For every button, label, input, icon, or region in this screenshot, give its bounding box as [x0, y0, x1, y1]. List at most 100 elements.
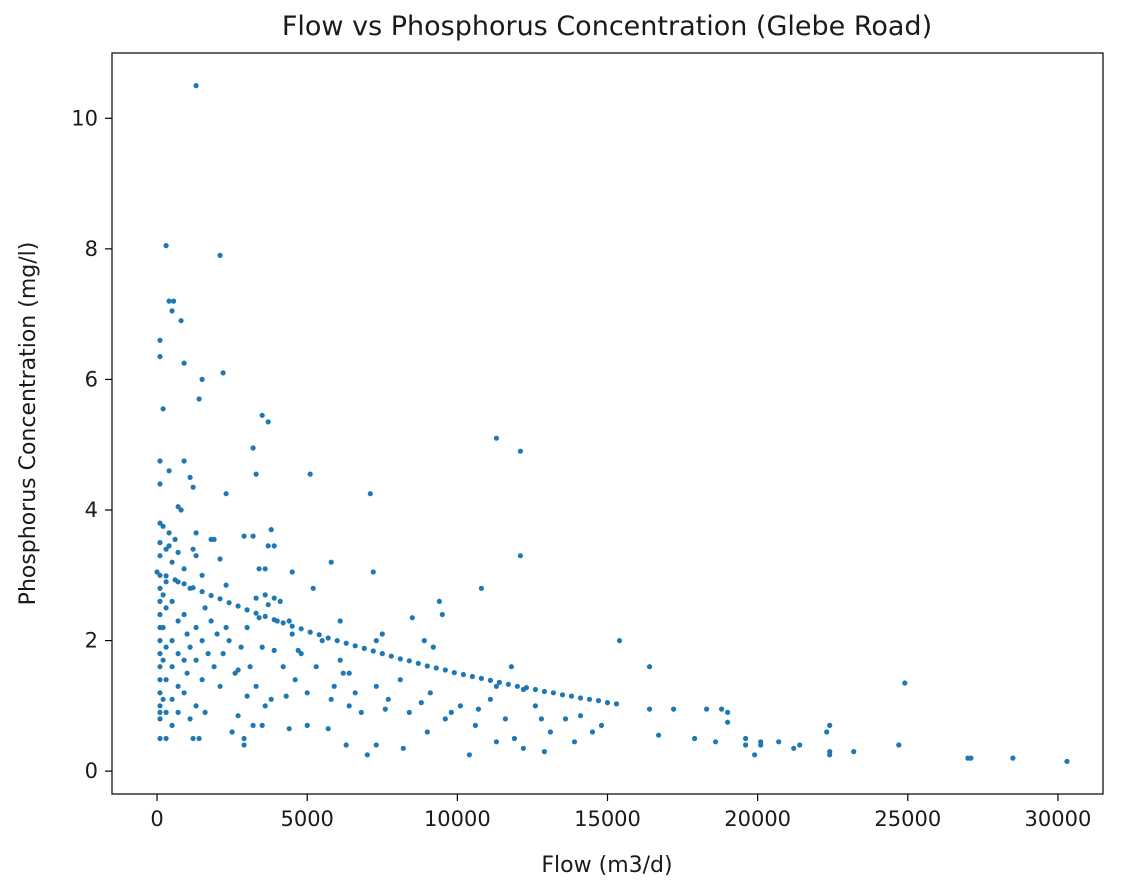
data-point-0-199: [199, 638, 205, 644]
data-point-0-174: [163, 709, 169, 716]
data-point-0-200: [199, 677, 205, 683]
data-point-0-52: [262, 566, 268, 572]
data-point-0-110: [466, 752, 472, 758]
data-point-0-71: [379, 631, 385, 637]
data-point-0-9: [181, 360, 187, 366]
data-point-0-7: [157, 337, 163, 343]
data-point-0-109: [520, 745, 527, 751]
data-point-0-31: [157, 520, 163, 526]
data-point-1-16: [298, 626, 304, 632]
data-point-0-221: [298, 651, 304, 657]
data-point-0-60: [271, 595, 277, 601]
data-point-0-88: [244, 693, 250, 699]
data-point-1-35: [469, 673, 475, 680]
data-point-0-153: [157, 585, 163, 591]
data-point-0-180: [169, 722, 175, 729]
data-point-0-114: [373, 742, 379, 748]
data-point-0-150: [571, 739, 578, 745]
data-point-1-17: [307, 629, 313, 635]
data-point-0-76: [271, 647, 277, 654]
data-point-0-73: [421, 638, 427, 644]
data-point-0-90: [418, 700, 424, 706]
data-point-1-5: [199, 589, 205, 595]
data-point-0-226: [337, 657, 343, 663]
data-point-0-232: [427, 690, 433, 696]
data-point-1-32: [442, 667, 448, 673]
data-point-0-138: [797, 742, 803, 748]
data-point-0-202: [202, 709, 208, 716]
data-point-0-13: [160, 406, 166, 412]
data-point-0-139: [824, 729, 830, 735]
data-point-0-10: [220, 370, 226, 376]
data-point-0-15: [265, 419, 271, 425]
data-point-0-176: [169, 598, 175, 605]
data-point-0-43: [190, 546, 196, 552]
y-tick-label-3: 6: [85, 367, 98, 391]
data-point-0-148: [1064, 758, 1070, 765]
data-point-0-35: [193, 530, 199, 536]
data-point-1-1: [163, 573, 169, 579]
data-point-0-119: [250, 722, 256, 729]
data-point-0-82: [373, 683, 379, 689]
data-point-0-103: [725, 719, 731, 725]
data-point-0-169: [163, 546, 169, 552]
data-point-0-132: [743, 742, 749, 748]
data-point-1-23: [361, 645, 367, 652]
data-point-0-165: [160, 592, 166, 598]
data-point-0-157: [157, 638, 163, 644]
data-point-0-93: [346, 703, 352, 709]
data-point-0-50: [328, 559, 334, 565]
data-point-0-197: [193, 657, 199, 663]
chart-title: Flow vs Phosphorus Concentration (Glebe …: [282, 11, 932, 42]
data-point-0-186: [181, 566, 187, 572]
y-tick-label-0: 0: [85, 759, 98, 783]
data-point-0-158: [157, 651, 163, 657]
data-point-0-131: [743, 735, 749, 742]
data-point-0-28: [223, 491, 229, 497]
data-point-1-7: [217, 596, 223, 602]
data-point-0-21: [166, 468, 172, 474]
data-point-1-45: [559, 692, 566, 698]
data-point-0-20: [157, 458, 163, 464]
data-point-1-38: [496, 679, 502, 686]
data-point-0-44: [265, 543, 271, 549]
data-point-0-33: [268, 527, 274, 533]
data-point-0-29: [175, 504, 181, 510]
data-point-1-31: [433, 665, 439, 671]
data-point-1-36: [478, 675, 484, 682]
data-point-0-19: [181, 458, 187, 464]
data-point-0-102: [725, 709, 731, 716]
data-point-0-137: [791, 745, 797, 751]
data-point-1-6: [208, 592, 214, 599]
data-point-0-204: [208, 618, 214, 624]
points-layer: [154, 83, 1070, 765]
data-point-0-229: [385, 696, 391, 702]
data-point-0-97: [262, 703, 268, 709]
data-point-0-129: [692, 735, 698, 742]
data-point-0-208: [220, 651, 226, 657]
data-point-0-164: [157, 716, 163, 722]
data-point-0-219: [286, 618, 292, 624]
data-point-0-100: [704, 706, 710, 712]
data-point-0-177: [169, 638, 175, 644]
data-point-0-36: [241, 533, 247, 539]
data-point-0-217: [268, 696, 274, 702]
data-point-1-27: [397, 656, 403, 662]
data-point-0-166: [160, 624, 166, 631]
data-point-0-87: [283, 693, 289, 699]
data-point-1-20: [334, 638, 340, 644]
data-point-1-0: [154, 569, 160, 575]
data-point-0-107: [511, 735, 517, 742]
data-point-0-68: [223, 624, 229, 631]
data-point-0-178: [169, 664, 175, 670]
data-point-0-89: [328, 696, 334, 702]
data-point-0-191: [184, 670, 190, 676]
data-point-0-1: [163, 243, 169, 249]
data-point-0-23: [253, 471, 259, 477]
data-point-0-85: [493, 683, 499, 689]
data-point-1-49: [595, 698, 602, 704]
data-point-0-42: [166, 543, 172, 549]
data-point-0-116: [325, 726, 331, 732]
x-tick-label-5: 25000: [874, 807, 941, 831]
